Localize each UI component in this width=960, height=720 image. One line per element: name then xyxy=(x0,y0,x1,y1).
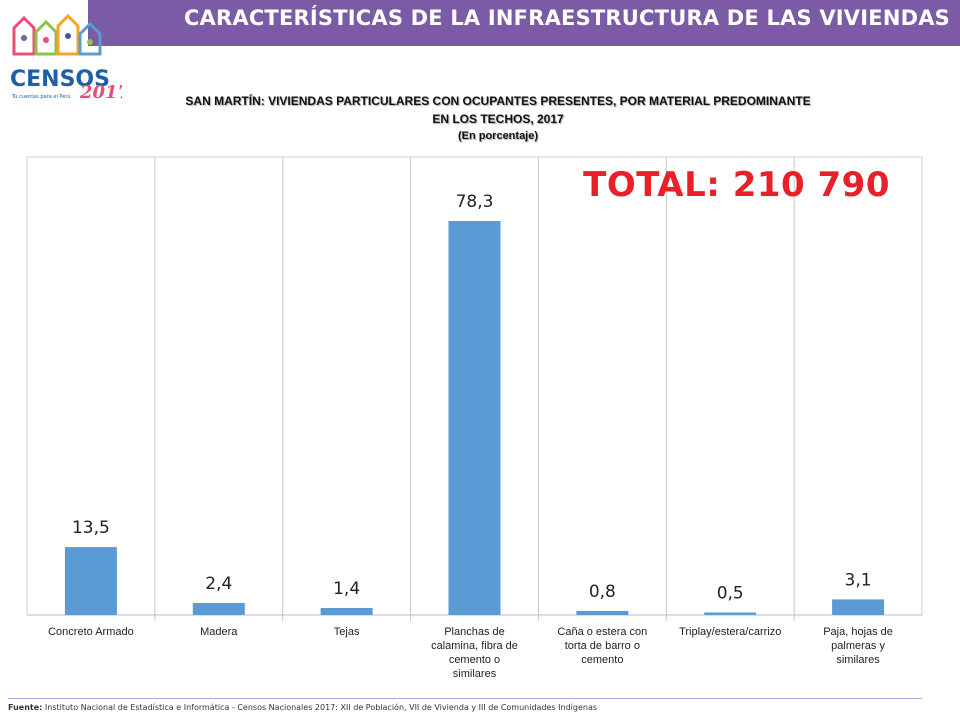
bar xyxy=(64,547,117,615)
logo-year: 2017 xyxy=(79,82,122,103)
census-houses-logo-icon xyxy=(12,13,102,56)
header-banner: CARACTERÍSTICAS DE LA INFRAESTRUCTURA DE… xyxy=(88,0,960,46)
data-label: 0,8 xyxy=(589,582,616,602)
category-label: Triplay/estera/carrizo xyxy=(679,626,781,638)
data-label: 78,3 xyxy=(456,192,494,212)
data-label: 0,5 xyxy=(717,583,744,603)
footnote: Fuente: Instituto Nacional de Estadístic… xyxy=(8,703,597,712)
category-label: Caña o estera con torta de barro o cemento xyxy=(557,626,647,666)
chart-title-line-1: SAN MARTÍN: VIVIENDAS PARTICULARES CON O… xyxy=(185,94,811,108)
data-label: 3,1 xyxy=(845,570,872,590)
footnote-text: Instituto Nacional de Estadística e Info… xyxy=(44,703,598,712)
category-label: Tejas xyxy=(334,626,360,638)
category-label: Paja, hojas de palmeras y similares xyxy=(823,626,893,666)
bar xyxy=(320,607,373,615)
bar xyxy=(576,610,629,615)
category-label: Concreto Armado xyxy=(48,626,134,638)
data-label: 13,5 xyxy=(72,518,110,538)
logo-tagline: Tú cuentas para el Perú xyxy=(11,93,71,100)
logo-text: CENSOS xyxy=(10,67,110,92)
chart-subtitle: (En porcentaje) xyxy=(457,130,539,142)
data-label: 2,4 xyxy=(205,574,232,594)
bar xyxy=(704,612,757,615)
chart-title-line-2: EN LOS TECHOS, 2017 xyxy=(432,112,564,126)
page-title: CARACTERÍSTICAS DE LA INFRAESTRUCTURA DE… xyxy=(183,6,950,30)
bar xyxy=(832,599,885,615)
footnote-label: Fuente: xyxy=(8,703,43,712)
census-logo: CENSOS 2017 Tú cuentas para el Perú xyxy=(10,13,122,103)
total-label: TOTAL: 210 790 xyxy=(583,165,890,205)
bar xyxy=(448,221,501,615)
category-label: Planchas de calamina, fibra de cemento o si… xyxy=(431,626,518,680)
bar xyxy=(192,602,245,615)
category-label: Madera xyxy=(200,626,238,638)
footnote-divider xyxy=(8,698,922,699)
data-label: 1,4 xyxy=(333,579,360,599)
